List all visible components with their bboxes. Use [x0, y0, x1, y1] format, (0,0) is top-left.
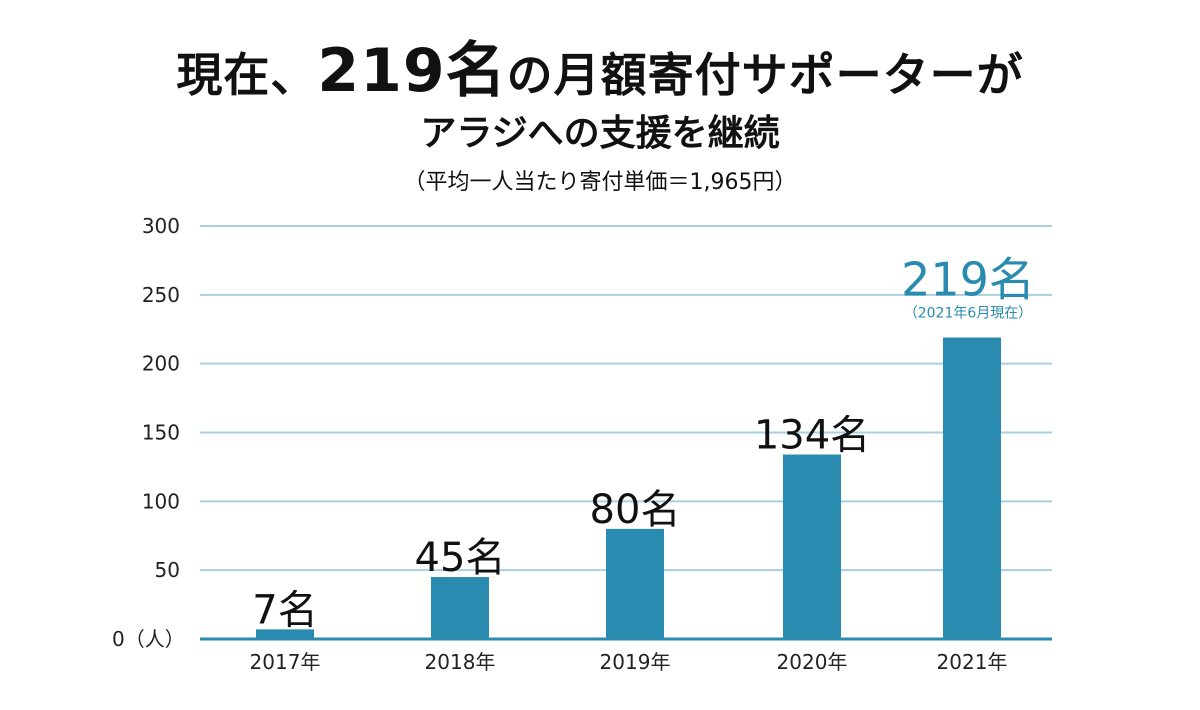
data-label-2019年: 80名: [590, 487, 681, 533]
bar-2021年: [943, 337, 1001, 639]
title-number: 219名: [317, 36, 507, 106]
x-tick-label-2017年: 2017年: [250, 650, 321, 674]
y-tick-label-300: 300: [142, 214, 180, 238]
bar-2019年: [606, 528, 664, 639]
chart-note: （平均一人当たり寄付単価＝1,965円）: [403, 170, 797, 195]
title-suffix: の月額寄付サポーターが: [506, 48, 1024, 102]
x-tick-label-2019年: 2019年: [600, 650, 671, 674]
bar-2018年: [431, 577, 489, 639]
title-prefix: 現在、: [176, 48, 318, 102]
y-tick-label-150: 150: [142, 421, 180, 445]
chart-subtitle: アラジへの支援を継続: [420, 113, 780, 154]
data-label-2017年: 7名: [252, 587, 317, 633]
x-tick-label-2021年: 2021年: [937, 650, 1008, 674]
data-label-sublabel: （2021年6月現在）: [904, 306, 1033, 322]
y-tick-label-200: 200: [142, 352, 180, 376]
x-tick-label-2020年: 2020年: [777, 650, 848, 674]
bar-2017年: [256, 629, 314, 639]
x-tick-label-2018年: 2018年: [425, 650, 496, 674]
chart-title: 現在、219名の月額寄付サポーターが: [0, 22, 1200, 109]
y-tick-label-50: 50: [155, 558, 180, 582]
y-tick-label-0: 0（人）: [112, 627, 185, 651]
data-label-2018年: 45名: [415, 535, 506, 581]
bar-2020年: [783, 454, 841, 639]
y-tick-label-250: 250: [142, 283, 180, 307]
data-label-2020年: 134名: [754, 413, 870, 459]
data-label-highlight: 219名: [901, 253, 1035, 307]
y-tick-label-100: 100: [142, 489, 180, 513]
